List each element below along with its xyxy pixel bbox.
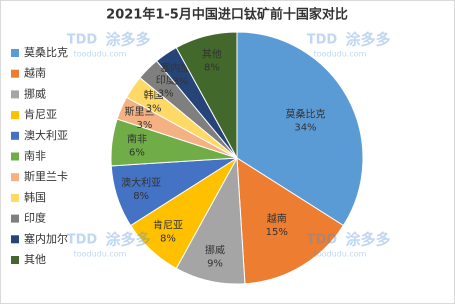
legend-label: 澳大利亚 <box>24 128 68 142</box>
watermark-url: toodudu.com <box>74 250 127 259</box>
watermark-url: toodudu.com <box>74 50 127 59</box>
legend-swatch <box>11 256 19 264</box>
legend-swatch <box>11 90 19 99</box>
legend-swatch <box>11 152 19 161</box>
slice-value-label: 3% <box>172 77 188 88</box>
watermark-logo: TDD <box>307 33 338 48</box>
pie: 莫桑比克34%越南15%挪威9%肯尼亚8%澳大利亚8%南非6%斯里兰卡3%韩国3… <box>110 31 364 285</box>
pie-slice <box>236 31 364 227</box>
legend-swatch <box>11 111 19 120</box>
legend-swatch <box>11 173 19 182</box>
slice-value-label: 8% <box>204 62 220 73</box>
slice-label: 其他 <box>202 47 222 60</box>
legend-label: 莫桑比克 <box>24 46 68 59</box>
watermark-logo: TDD <box>307 233 338 248</box>
slice-label: 南非 <box>127 132 147 145</box>
slice-label: 莫桑比克 <box>285 108 325 120</box>
watermark-brand: 涂多多 <box>345 31 390 49</box>
slice-value-label: 34% <box>294 122 316 133</box>
slice-label: 挪威 <box>205 243 225 256</box>
slice-value-label: 8% <box>133 191 149 202</box>
legend-label: 其他 <box>24 253 46 266</box>
watermark-url: toodudu.com <box>314 50 367 59</box>
legend-label: 斯里兰卡 <box>24 170 68 183</box>
watermark-brand: 涂多多 <box>345 231 390 249</box>
watermark-brand: 涂多多 <box>105 31 150 49</box>
legend-swatch <box>11 131 19 140</box>
legend-swatch <box>11 49 19 57</box>
chart-title: 2021年1-5月中国进口钛矿前十国家对比 <box>106 7 348 23</box>
legend-swatch <box>11 214 19 223</box>
slice-value-label: 8% <box>160 233 176 244</box>
slice-value-label: 3% <box>146 103 162 114</box>
legend-label: 塞内加尔 <box>24 231 68 245</box>
legend-label: 韩国 <box>24 190 46 204</box>
legend-swatch <box>11 235 19 244</box>
slice-label: 肯尼亚 <box>153 218 183 231</box>
pie-slice <box>175 31 238 159</box>
legend-label: 印度 <box>24 211 46 225</box>
legend-label: 越南 <box>24 66 46 80</box>
slice-label: 澳大利亚 <box>121 176 161 189</box>
legend-swatch <box>11 193 19 202</box>
slice-value-label: 3% <box>158 89 174 100</box>
slice-value-label: 6% <box>129 147 145 158</box>
slice-value-label: 3% <box>137 120 153 131</box>
pie-slice <box>236 157 345 285</box>
watermark-url: toodudu.com <box>314 250 367 259</box>
legend-label: 挪威 <box>24 86 46 100</box>
legend-label: 南非 <box>24 150 46 163</box>
slice-label: 越南 <box>267 212 287 225</box>
slice-value-label: 15% <box>266 227 288 238</box>
watermark-logo: TDD <box>67 33 98 48</box>
watermark-logo: TDD <box>67 233 98 248</box>
watermark-brand: 涂多多 <box>105 231 150 249</box>
legend-swatch <box>11 69 19 78</box>
legend-label: 肯尼亚 <box>24 108 57 121</box>
slice-value-label: 9% <box>207 258 223 269</box>
